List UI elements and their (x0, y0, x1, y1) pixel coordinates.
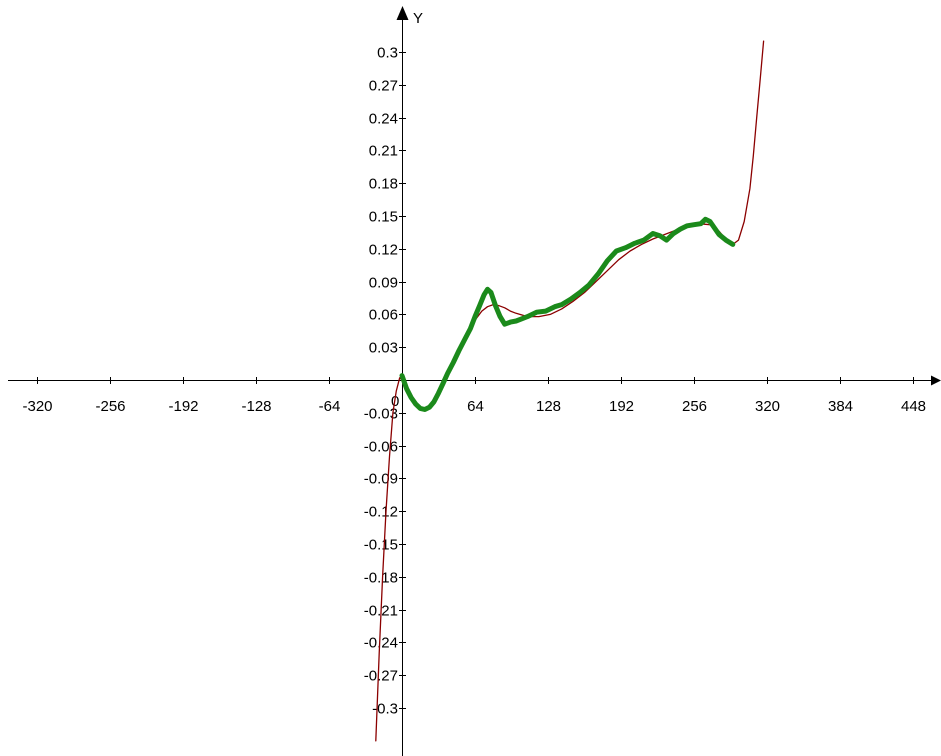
y-tick-label: -0.27 (364, 668, 398, 685)
y-tick-label: -0.15 (364, 537, 398, 554)
y-axis-arrow-icon (396, 6, 409, 20)
x-axis-arrow-icon (931, 375, 941, 386)
y-tick-label: 0.18 (369, 176, 398, 193)
y-tick-label: -0.12 (364, 504, 398, 521)
x-tick-label: -320 (22, 398, 52, 415)
y-tick-label: 0.12 (369, 242, 398, 259)
x-tick-label: 320 (755, 398, 780, 415)
series-layer (375, 40, 765, 742)
x-tick-label: 448 (901, 398, 926, 415)
x-tick-label: 64 (467, 398, 484, 415)
axes: Y 0 (8, 6, 941, 756)
y-tick-label: 0.27 (369, 78, 398, 95)
x-tick-label: 384 (828, 398, 853, 415)
y-tick-label: 0.15 (369, 209, 398, 226)
x-tick-label: -192 (168, 398, 198, 415)
y-tick-label: 0.09 (369, 275, 398, 292)
y-tick-label: 0.3 (377, 45, 398, 62)
y-tick-label: -0.18 (364, 570, 398, 587)
y-tick-label: -0.09 (364, 471, 398, 488)
y-tick-label: 0.06 (369, 307, 398, 324)
series-line-2 (399, 216, 736, 412)
y-tick-label: -0.3 (372, 701, 398, 718)
y-tick-label: 0.03 (369, 340, 398, 357)
y-tick-label: -0.03 (364, 406, 398, 423)
x-ticks: -320 -256 -192 -128 -64 64 128 192 256 320 384 448 (22, 377, 926, 415)
y-tick-label: 0.24 (369, 111, 398, 128)
y-tick-label: -0.24 (364, 635, 398, 652)
x-tick-label: -128 (241, 398, 271, 415)
y-axis-label: Y (413, 10, 423, 27)
x-tick-label: -64 (319, 398, 341, 415)
y-tick-label: -0.06 (364, 439, 398, 456)
y-tick-label: 0.21 (369, 143, 398, 160)
series-line-1 (375, 40, 765, 742)
x-tick-label: 128 (536, 398, 561, 415)
x-tick-label: 256 (682, 398, 707, 415)
x-tick-label: -256 (95, 398, 125, 415)
y-ticks: 0.3 0.27 0.24 0.21 0.18 0.15 0.12 0.09 0.06 0.03 -… (364, 45, 406, 718)
x-tick-label: 192 (609, 398, 634, 415)
